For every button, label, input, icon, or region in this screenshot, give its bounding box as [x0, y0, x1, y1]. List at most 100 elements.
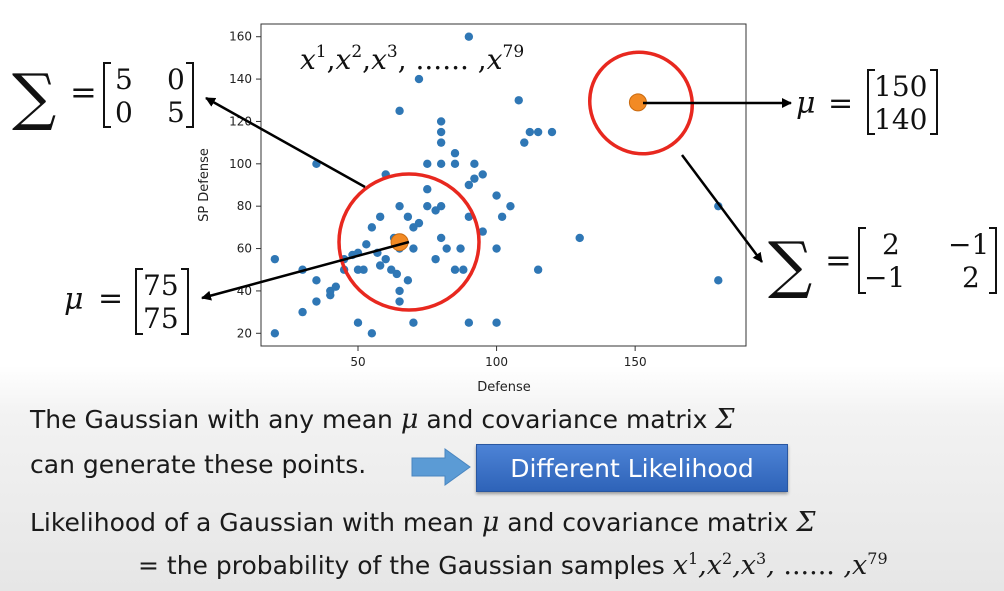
scatter-points: [270, 32, 723, 338]
plot-area: [260, 23, 747, 347]
data-point: [353, 318, 363, 327]
data-point: [464, 212, 474, 221]
y-tick-label: 100: [229, 157, 252, 171]
line3-text-a: Likelihood of a Gaussian with mean: [30, 508, 474, 537]
data-point: [575, 233, 584, 243]
data-point: [359, 265, 368, 274]
line1-mu: μ: [400, 404, 419, 435]
data-point: [326, 290, 335, 300]
mu1-v1: 75: [143, 269, 179, 302]
data-point: [362, 240, 371, 249]
sigma2-m12: −1: [948, 228, 989, 261]
data-point: [414, 74, 424, 84]
data-point: [533, 127, 543, 137]
different-likelihood-button[interactable]: Different Likelihood: [476, 444, 788, 492]
gaussian-ellipse-2: [587, 50, 695, 156]
data-point: [414, 218, 424, 228]
sigma1-symbol: ∑: [12, 60, 56, 133]
data-point: [525, 127, 535, 137]
data-point: [506, 201, 515, 211]
sigma2-left-bracket: [858, 227, 866, 294]
data-point: [478, 227, 487, 236]
data-point: [312, 276, 321, 285]
line1-text-a: The Gaussian with any mean: [30, 405, 393, 434]
data-point: [492, 318, 501, 327]
line3-mu: μ: [481, 507, 500, 538]
data-point: [436, 201, 446, 211]
mu2-right-bracket: [930, 69, 938, 135]
mu1-left-bracket: [135, 268, 143, 335]
gaussian-ellipse-1: [337, 172, 481, 312]
data-point: [714, 276, 723, 285]
sigma1-annotation: ∑ = 5 0 0 5: [12, 60, 194, 133]
sigma1-right-bracket: [186, 62, 194, 128]
data-point: [436, 117, 446, 126]
data-point: [492, 191, 501, 200]
line-4: = the probability of the Gaussian sample…: [138, 549, 888, 581]
data-point: [367, 329, 377, 338]
data-point: [456, 244, 465, 253]
y-tick-label: 140: [229, 72, 252, 86]
mu2-annotation: μ = 150 140: [796, 69, 938, 136]
line2-text: can generate these points.: [30, 450, 367, 479]
data-point: [492, 244, 501, 253]
y-tick-label: 120: [229, 114, 252, 128]
sigma1-m12: 0: [167, 63, 185, 96]
sigma1-equals: =: [70, 73, 97, 111]
mu2-equals: =: [828, 86, 853, 121]
data-point: [450, 265, 460, 274]
sigma1-left-bracket: [103, 62, 111, 128]
data-point: [395, 201, 404, 211]
data-point: [470, 174, 479, 183]
mu1-annotation: μ = 75 75: [64, 268, 189, 335]
line1-text-b: and covariance matrix: [426, 405, 708, 434]
sigma1-m11: 5: [115, 63, 133, 96]
mu1-equals: =: [98, 281, 123, 316]
data-point: [450, 159, 460, 169]
data-point: [403, 212, 413, 221]
line-2: can generate these points.: [30, 450, 366, 479]
sigma1-m22: 5: [167, 96, 185, 129]
sigma2-symbol: ∑: [768, 228, 812, 301]
data-point: [464, 318, 474, 327]
x-tick-label: 150: [624, 355, 647, 369]
sigma2-equals: =: [825, 241, 852, 279]
data-point: [409, 318, 418, 327]
line4-text-a: = the probability of the Gaussian sample…: [138, 551, 665, 580]
data-point: [423, 201, 432, 211]
data-point: [478, 170, 487, 179]
line3-sigma: Σ: [796, 507, 816, 538]
data-point: [392, 269, 401, 279]
mu2-v2: 140: [874, 103, 927, 136]
line-3: Likelihood of a Gaussian with mean μ and…: [30, 507, 815, 538]
x-axis-label: Defense: [477, 380, 531, 395]
sigma2-m21: −1: [864, 261, 905, 294]
mu1-right-bracket: [181, 268, 189, 335]
data-point: [409, 244, 418, 253]
sigma2-m11: 2: [882, 228, 900, 261]
data-point: [497, 212, 507, 221]
y-tick-label: 80: [237, 199, 252, 213]
data-point: [312, 297, 321, 306]
data-point: [459, 265, 468, 274]
x-tick-label: 100: [485, 355, 508, 369]
data-point: [436, 233, 446, 243]
data-point: [533, 265, 543, 274]
data-point: [520, 138, 529, 147]
sigma2-m22: 2: [962, 261, 980, 294]
mu1-symbol: μ: [64, 282, 84, 317]
data-point: [367, 223, 377, 232]
data-point: [395, 286, 404, 296]
line-1: The Gaussian with any mean μ and covaria…: [30, 404, 735, 435]
sigma1-m21: 0: [115, 96, 133, 129]
sigma2-right-bracket: [989, 227, 997, 294]
y-axis-label: SP Defense: [197, 148, 212, 222]
mu2-symbol: μ: [796, 86, 816, 121]
arrow-right-icon: [411, 448, 471, 486]
data-point: [450, 149, 460, 158]
data-point: [395, 297, 404, 306]
data-point: [375, 261, 385, 270]
line1-sigma: Σ: [715, 404, 735, 435]
data-point: [423, 185, 432, 194]
